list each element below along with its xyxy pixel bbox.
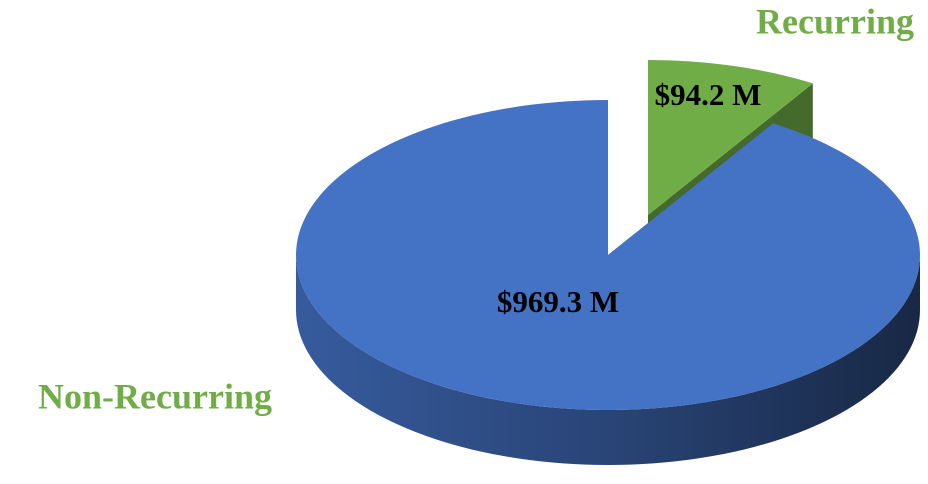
- category-label: Recurring: [756, 1, 914, 41]
- data-label: $94.2 M: [655, 77, 762, 112]
- slice-top: [296, 100, 920, 410]
- data-label: $969.3 M: [497, 284, 619, 319]
- slice-side: [296, 255, 920, 465]
- category-label: Non-Recurring: [38, 376, 272, 416]
- slice-top: [648, 60, 813, 215]
- pie-slice: [296, 100, 920, 465]
